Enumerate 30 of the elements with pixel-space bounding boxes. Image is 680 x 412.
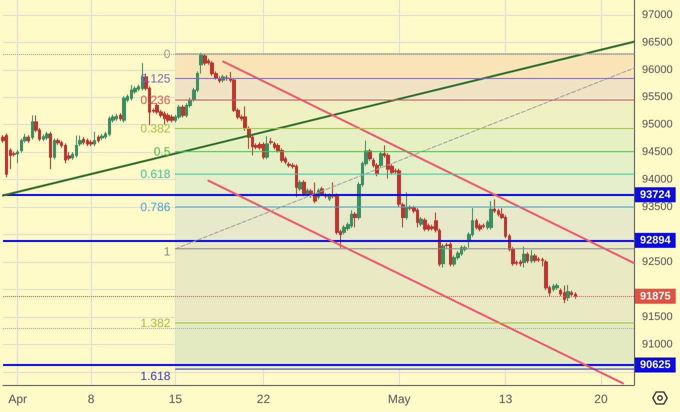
x-tick-label: 8 — [88, 392, 95, 406]
y-tick-label: 96500 — [642, 36, 673, 48]
ref-line-label: 92894 — [640, 234, 672, 246]
series-label: 1.382 — [140, 316, 171, 330]
x-tick-label: 15 — [168, 392, 182, 406]
series-label: 0.618 — [140, 167, 171, 182]
y-tick-label: 94500 — [642, 146, 673, 158]
series-label: 0.5 — [154, 144, 171, 159]
series-label: 1 — [164, 244, 171, 258]
series-label: 0.382 — [140, 122, 171, 136]
series-label: 0.786 — [140, 200, 171, 214]
y-tick-label: 93500 — [642, 201, 673, 214]
series-label: 1.618 — [140, 368, 171, 383]
y-tick-label: 95000 — [642, 118, 673, 131]
ref-line-label: 93724 — [640, 188, 672, 201]
series-label: 0 — [164, 46, 171, 61]
x-tick-label: 22 — [256, 392, 270, 406]
ref-line-label: 91875 — [640, 290, 671, 302]
y-tick-label: 91000 — [642, 338, 673, 350]
y-tick-label: 92500 — [642, 256, 673, 268]
x-tick-label: Apr — [8, 392, 28, 406]
x-tick-label: 13 — [498, 392, 513, 406]
y-tick-label: 96000 — [642, 64, 673, 76]
x-tick-label: May — [388, 392, 411, 406]
x-tick-label: 20 — [594, 392, 608, 406]
y-tick-label: 97000 — [642, 8, 673, 21]
y-tick-label: 91500 — [642, 310, 673, 323]
y-tick-label: 94000 — [642, 174, 673, 186]
y-tick-label: 95500 — [642, 91, 673, 104]
ref-line-label: 90625 — [640, 358, 671, 371]
